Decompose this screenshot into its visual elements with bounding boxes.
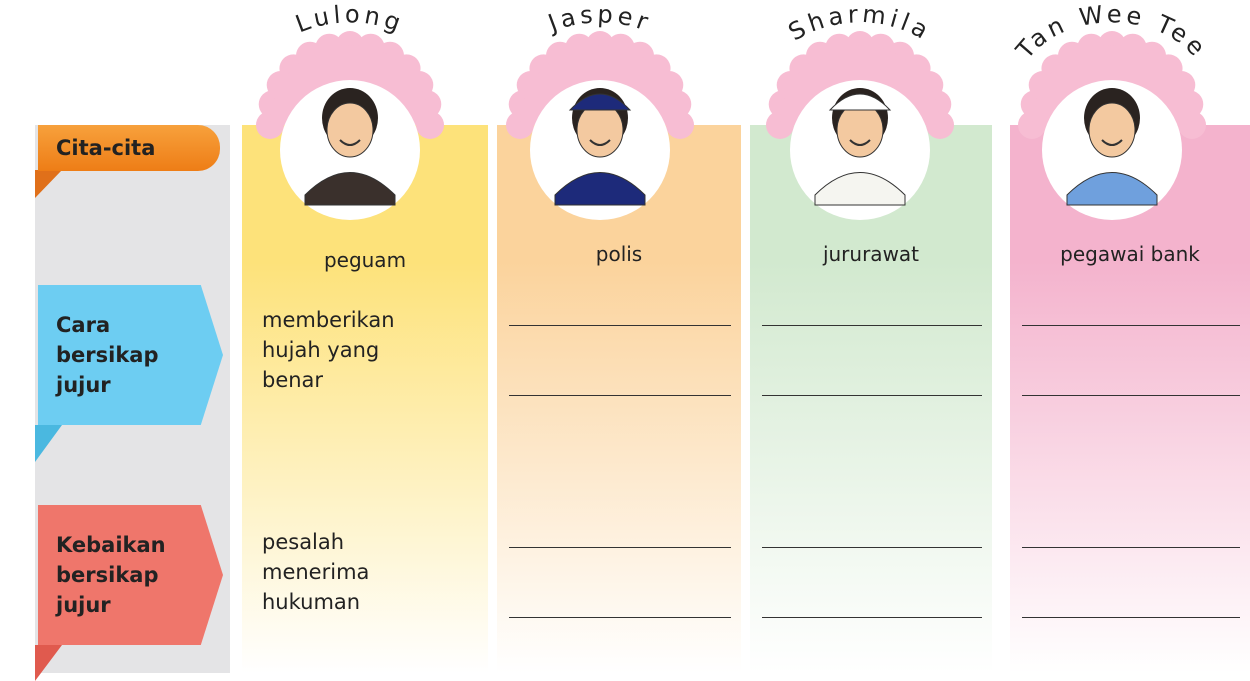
portrait-face: [1088, 102, 1136, 158]
answer-line: pesalah: [262, 530, 345, 554]
answer-blank: [762, 617, 982, 618]
tab-label: jujur: [56, 593, 111, 617]
answer-blank: [1022, 325, 1240, 326]
portrait-body: [1066, 172, 1158, 206]
answer-blank: [509, 617, 731, 618]
occupation: peguam: [323, 248, 407, 272]
portrait-body: [304, 172, 396, 206]
tab-label: Kebaikan: [56, 533, 166, 557]
benefit-answer: pesalah menerima hukuman: [262, 527, 369, 617]
portrait-smile: [1101, 139, 1123, 146]
honesty-answer: memberikan hujah yang benar: [262, 305, 395, 395]
portrait-hat: [568, 93, 632, 111]
goal-tab: Cita-cita: [38, 125, 220, 171]
tab-label: Cita-cita: [56, 136, 156, 160]
portrait-hat: [828, 93, 892, 111]
tab-label: jujur: [56, 373, 111, 397]
portrait-face: [326, 102, 374, 158]
portrait-smile: [339, 139, 361, 146]
occupation: pegawai bank: [1060, 242, 1200, 266]
answer-line: hukuman: [262, 590, 361, 614]
answer-blank: [509, 325, 731, 326]
tab-label: bersikap: [56, 343, 159, 367]
answer-blank: [762, 395, 982, 396]
answer-blank: [1022, 547, 1240, 548]
portrait-body: [554, 172, 646, 206]
answer-line: hujah yang: [262, 338, 380, 362]
answer-blank: [762, 325, 982, 326]
answer-blank: [1022, 617, 1240, 618]
answer-line: memberikan: [262, 308, 395, 332]
answer-blank: [509, 547, 731, 548]
benefit-tab: Kebaikan bersikap jujur: [38, 505, 223, 645]
answer-blank: [1022, 395, 1240, 396]
tab-label: bersikap: [56, 563, 159, 587]
occupation: jururawat: [822, 242, 920, 266]
answer-blank: [509, 395, 731, 396]
occupation: polis: [595, 242, 643, 266]
answer-blank: [762, 547, 982, 548]
tab-label: Cara: [56, 313, 111, 337]
answer-line: benar: [262, 368, 324, 392]
answer-line: menerima: [262, 560, 370, 584]
portrait-smile: [589, 139, 611, 146]
portrait-face: [836, 102, 884, 158]
portrait-face: [576, 102, 624, 158]
portrait-smile: [849, 139, 871, 146]
honesty-tab: Cara bersikap jujur: [38, 285, 223, 425]
portrait-body: [814, 172, 906, 206]
